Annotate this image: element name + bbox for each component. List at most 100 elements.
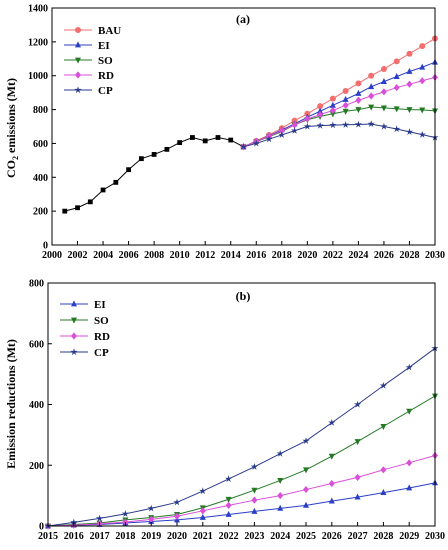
panel-b-ytick-label: 200 <box>29 461 44 472</box>
panel-b-series-line-ei <box>47 482 436 527</box>
panel-a-point-rd <box>342 101 349 109</box>
panel-a-ytick-label: 400 <box>33 173 48 184</box>
panel-b-xtick-label: 2016 <box>64 531 84 542</box>
panel-a-point-so <box>380 105 387 112</box>
panel-a-xtick-label: 2006 <box>119 250 139 261</box>
panel-a-point-historical <box>215 135 221 140</box>
panel-b-xtick-label: 2025 <box>296 531 316 542</box>
panel-b-xtick-label: 2027 <box>348 531 368 542</box>
panel-a-point-so <box>406 107 413 114</box>
panel-b-xtick-label: 2022 <box>219 531 239 542</box>
panel-a-frame <box>51 7 436 246</box>
panel-a-xtick-label: 2016 <box>246 250 266 261</box>
panel-a-point-bau <box>393 58 400 65</box>
panel-a: 2000 2002 2004 2006 2008 2010 2012 2014 2016 2018… <box>4 4 445 262</box>
panel-a-point-cp <box>265 135 273 143</box>
panel-b-point-ei <box>380 488 387 495</box>
panel-a-ytick-label: 1200 <box>28 37 48 48</box>
panel-a-point-historical <box>100 187 106 193</box>
panel-a-yticks: 0 200 400 600 800 1000 1200 1400 <box>28 4 56 252</box>
panel-a-xtick-label: 2020 <box>297 250 317 261</box>
panel-a-point-cp <box>316 121 324 129</box>
panel-b-point-so <box>303 467 309 474</box>
panel-a-xtick-label: 2002 <box>68 250 88 261</box>
panel-a-point-bau <box>419 43 426 50</box>
panel-a-point-rd <box>406 80 413 88</box>
panel-b: 2015 2016 2017 2018 2019 2020 2021 2022 2023 2024… <box>4 279 445 543</box>
panel-b-xtick-label: 2021 <box>193 531 213 542</box>
panel-a-point-historical <box>138 156 144 162</box>
panel-a-xtick-label: 2024 <box>348 250 368 261</box>
panel-a-point-cp <box>418 130 426 138</box>
panel-a-point-cp <box>367 120 375 128</box>
panel-a-point-rd <box>393 83 400 92</box>
panel-b-point-so <box>225 496 232 503</box>
panel-a-xtick-label: 2014 <box>221 250 241 261</box>
panel-b-point-rd <box>303 485 309 494</box>
panel-b-point-cp <box>121 510 130 517</box>
panel-a-series-line-rd <box>243 76 436 148</box>
panel-a-point-cp <box>405 128 414 135</box>
panel-a-legend-marker-so <box>75 57 81 64</box>
panel-a-point-so <box>368 104 375 111</box>
panel-b-series-line-cp <box>47 347 436 527</box>
panel-a-point-rd <box>317 111 324 119</box>
panel-a-xtick-label: 2028 <box>399 250 419 261</box>
panel-a-ytick-label: 1000 <box>28 71 48 82</box>
panel-b-point-ei <box>199 513 206 520</box>
panel-b-point-cp <box>302 437 310 445</box>
panel-b-legend-marker-ei <box>71 300 77 307</box>
panel-b-xticks: 2015 2016 2017 2018 2019 2020 2021 2022 2023 2024… <box>38 522 445 542</box>
panel-b-xtick-label: 2030 <box>425 531 445 542</box>
panel-b-point-cp <box>328 418 336 426</box>
panel-a-point-ei <box>342 95 349 102</box>
panel-a-ylabel-main: CO <box>4 160 18 178</box>
panel-a-ytick-label: 1400 <box>28 4 48 15</box>
panel-b-point-ei <box>354 493 361 500</box>
panel-b-point-cp <box>250 462 259 470</box>
panel-a-point-bau <box>317 103 324 110</box>
panel-b-point-rd <box>251 496 258 504</box>
panel-b-point-so <box>406 408 413 415</box>
panel-b-point-cp <box>276 449 284 457</box>
panel-a-xticks: 2000 2002 2004 2006 2008 2010 2012 2014 2016 2018… <box>42 241 445 261</box>
panel-a-point-ei <box>368 83 375 90</box>
panel-a-point-historical <box>87 199 93 205</box>
panel-b-xtick-label: 2026 <box>322 531 342 542</box>
panel-b-point-rd <box>406 459 413 467</box>
panel-a-ytick-label: 600 <box>33 139 48 150</box>
panel-b-point-rd <box>148 515 155 523</box>
panel-a-point-historical <box>126 167 131 173</box>
panel-a-xtick-label: 2010 <box>170 250 190 261</box>
panel-b-point-cp <box>379 381 388 389</box>
panel-a-legend-marker-cp <box>74 86 82 94</box>
panel-a-point-cp <box>393 125 401 133</box>
panel-b-point-rd <box>225 501 232 509</box>
panel-b-legend-label-so: SO <box>94 315 109 327</box>
panel-a-point-so <box>342 108 349 115</box>
panel-a-point-rd <box>329 106 336 115</box>
panel-b-ytick-label: 0 <box>39 522 44 533</box>
panel-a-point-ei <box>406 67 413 74</box>
panel-a-legend: BAU EI SO RD CP <box>64 25 121 97</box>
panel-a-point-bau <box>406 50 413 57</box>
panel-a-point-cp <box>239 143 248 150</box>
panel-b-xtick-label: 2023 <box>244 531 264 542</box>
panel-a-point-ei <box>393 72 400 79</box>
panel-a-point-cp <box>303 122 311 130</box>
panel-a-xtick-label: 2004 <box>93 250 113 261</box>
panel-b-point-rd <box>328 479 335 488</box>
panel-a-legend-marker-ei <box>75 41 81 48</box>
panel-a-point-rd <box>304 115 311 123</box>
panel-b-xtick-label: 2019 <box>141 531 161 542</box>
panel-a-ytick-label: 0 <box>43 241 48 252</box>
panel-b-legend-label-rd: RD <box>94 331 110 343</box>
panel-a-legend-marker-bau <box>75 27 81 33</box>
panel-b-ylabel: Emission reductions (Mt) <box>4 339 18 469</box>
panel-a-legend-marker-rd <box>75 71 81 79</box>
panel-b-point-rd <box>174 512 180 520</box>
panel-a-legend-label-so: SO <box>98 55 113 67</box>
panel-b-point-cp <box>173 498 181 506</box>
panel-b-xtick-label: 2028 <box>373 531 393 542</box>
panel-b-series-line-rd <box>47 455 436 527</box>
